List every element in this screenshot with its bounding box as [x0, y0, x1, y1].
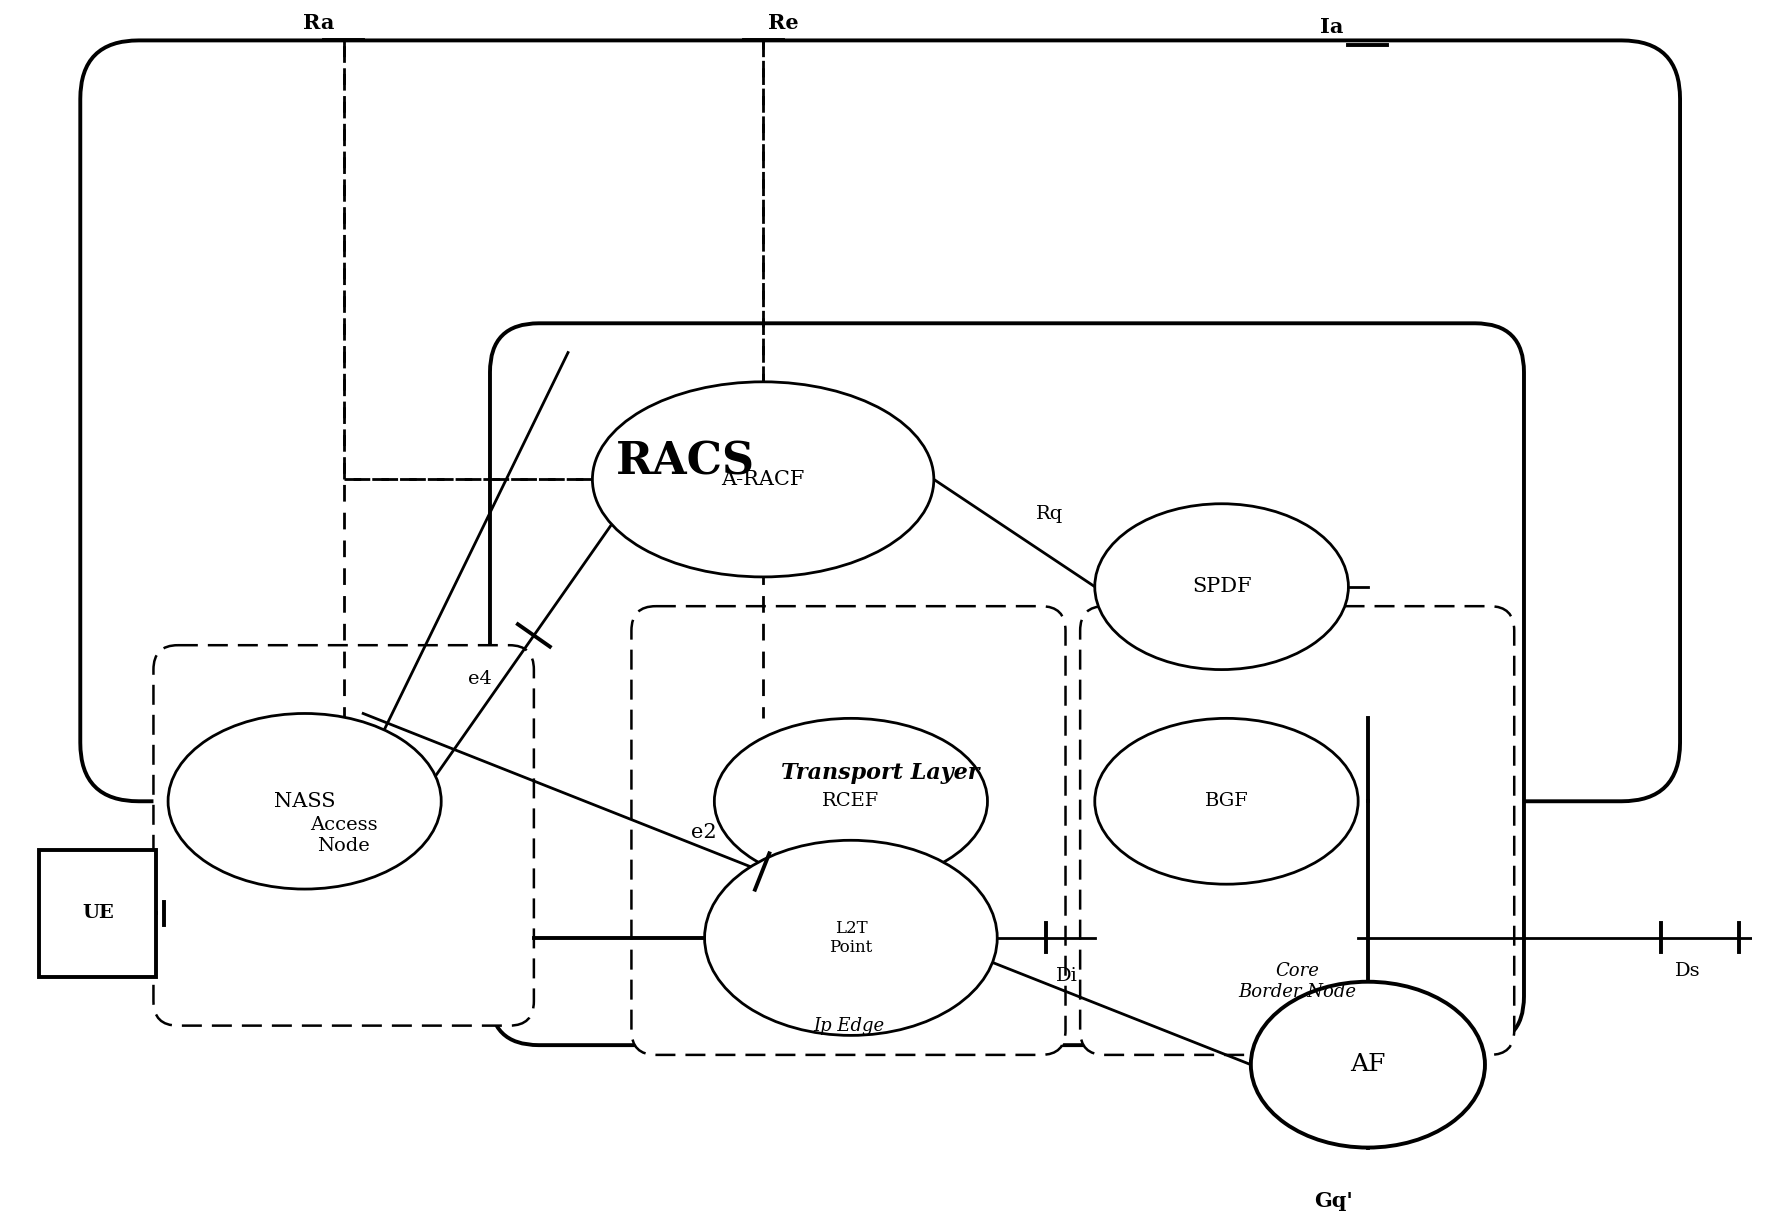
Ellipse shape — [592, 381, 933, 576]
Text: Ra: Ra — [303, 12, 333, 33]
FancyBboxPatch shape — [631, 607, 1066, 1055]
Text: RACS: RACS — [615, 441, 754, 483]
Text: e2: e2 — [690, 823, 716, 842]
Text: Re: Re — [768, 12, 798, 33]
Text: e4: e4 — [468, 670, 491, 688]
Text: NASS: NASS — [273, 792, 335, 811]
Text: BGF: BGF — [1204, 792, 1248, 810]
Ellipse shape — [1250, 982, 1484, 1148]
Text: Ia: Ia — [1319, 17, 1342, 38]
FancyBboxPatch shape — [489, 323, 1523, 1045]
Text: Core
Border Node: Core Border Node — [1238, 963, 1355, 1001]
FancyBboxPatch shape — [80, 40, 1679, 802]
Ellipse shape — [715, 718, 988, 884]
Text: RCEF: RCEF — [823, 792, 879, 810]
Text: Rq: Rq — [1035, 505, 1062, 522]
Text: Transport Layer: Transport Layer — [780, 762, 979, 784]
FancyBboxPatch shape — [39, 850, 156, 977]
Text: UE: UE — [82, 905, 113, 923]
Text: Ip Edge: Ip Edge — [812, 1017, 883, 1035]
Text: SPDF: SPDF — [1191, 578, 1250, 596]
Text: Access
Node: Access Node — [310, 816, 378, 855]
FancyBboxPatch shape — [1080, 607, 1514, 1055]
Text: Ds: Ds — [1674, 963, 1700, 980]
FancyBboxPatch shape — [152, 645, 534, 1026]
Ellipse shape — [168, 713, 441, 889]
Ellipse shape — [1094, 718, 1358, 884]
Text: Di: Di — [1055, 968, 1076, 985]
Text: Gq': Gq' — [1314, 1192, 1353, 1211]
Ellipse shape — [704, 840, 996, 1035]
Text: AF: AF — [1349, 1054, 1385, 1077]
Ellipse shape — [1094, 504, 1347, 670]
Text: A-RACF: A-RACF — [722, 470, 805, 489]
Text: L2T
Point: L2T Point — [828, 919, 872, 957]
